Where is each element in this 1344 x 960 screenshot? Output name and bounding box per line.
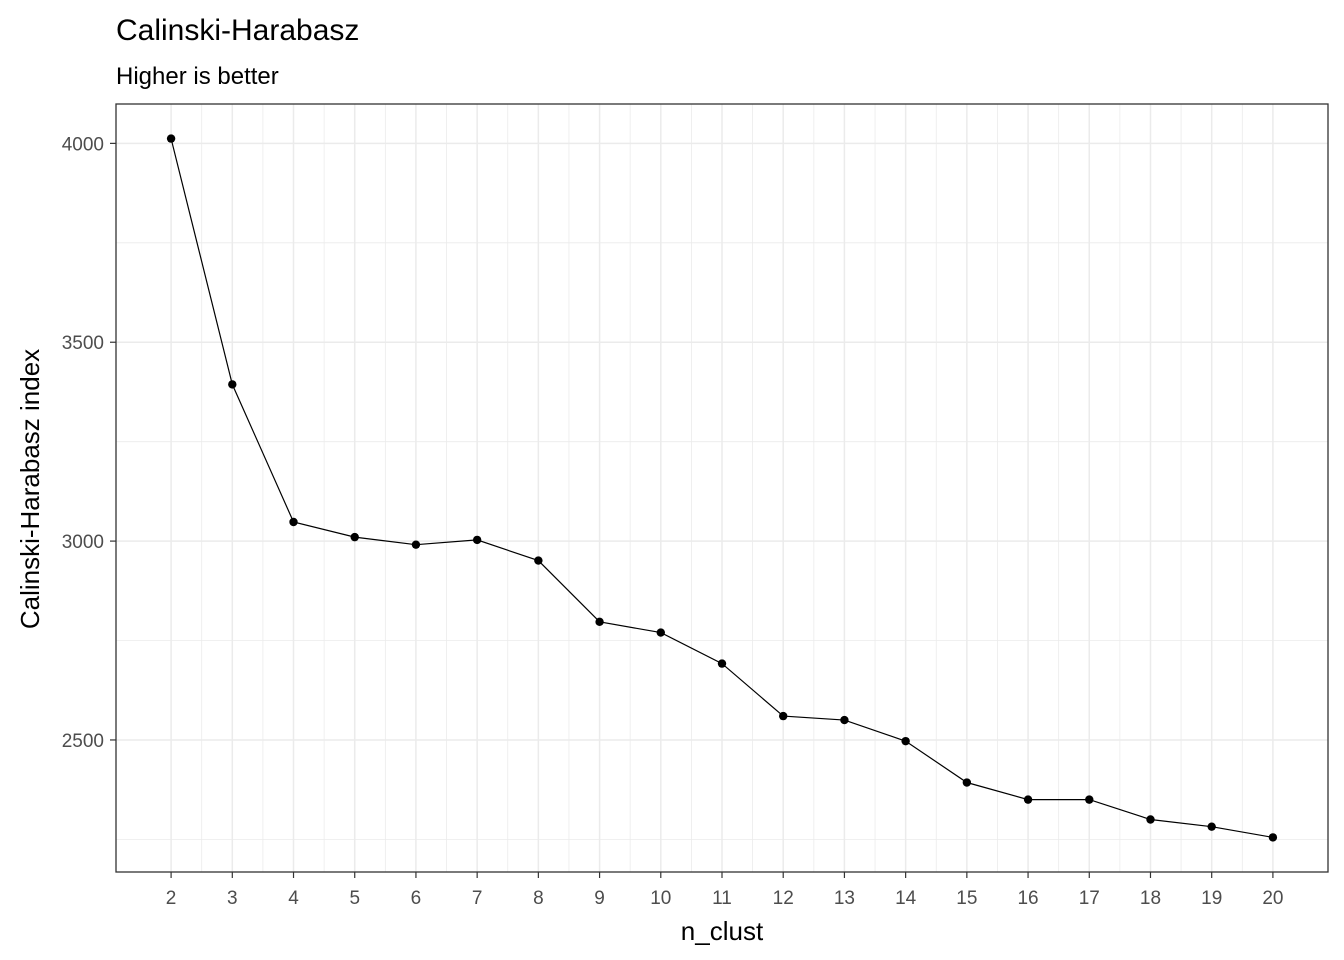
data-point — [717, 659, 727, 668]
x-tick-label: 6 — [411, 888, 422, 909]
x-tick-label: 20 — [1262, 888, 1283, 909]
x-axis-title: n_clust — [681, 916, 764, 946]
x-tick-label: 18 — [1140, 888, 1161, 909]
data-point — [1207, 822, 1216, 831]
x-tick-label: 3 — [227, 888, 238, 909]
data-point — [472, 535, 482, 545]
x-tick-label: 12 — [773, 888, 794, 909]
data-point — [1023, 795, 1033, 804]
data-point — [1085, 795, 1094, 804]
minor-gridlines — [116, 104, 1328, 872]
x-tick-label: 8 — [533, 888, 544, 909]
data-point — [411, 540, 421, 549]
y-tick-label: 2500 — [62, 731, 104, 752]
x-axis: 2 3 4 5 6 7 8 9 10 11 12 13 14 15 16 17 18 19 20 — [166, 872, 1283, 909]
x-tick-label: 17 — [1079, 888, 1100, 909]
series-group — [166, 134, 1278, 842]
x-tick-label: 7 — [472, 888, 483, 909]
x-tick-label: 13 — [834, 888, 855, 909]
data-point — [1146, 815, 1155, 824]
x-tick-label: 14 — [895, 888, 917, 909]
x-tick-label: 16 — [1017, 888, 1038, 909]
x-tick-label: 9 — [594, 888, 605, 909]
y-tick-label: 3500 — [62, 333, 104, 354]
data-point — [289, 517, 298, 527]
chart-subtitle: Higher is better — [116, 63, 279, 90]
y-tick-label: 3000 — [62, 532, 104, 553]
x-tick-label: 19 — [1201, 888, 1222, 909]
data-point — [840, 715, 849, 725]
data-point — [779, 711, 788, 721]
y-tick-label: 4000 — [62, 134, 104, 155]
x-tick-label: 15 — [956, 888, 977, 909]
x-tick-label: 5 — [349, 888, 360, 909]
data-point — [1268, 833, 1278, 842]
data-point — [166, 134, 176, 143]
data-point — [901, 736, 910, 746]
x-tick-label: 4 — [288, 888, 299, 909]
x-tick-label: 2 — [166, 888, 177, 909]
data-point — [595, 617, 604, 627]
data-point — [656, 628, 665, 637]
major-gridlines — [116, 104, 1328, 872]
data-point — [228, 380, 237, 389]
data-point — [962, 778, 972, 787]
y-axis: 2500 3000 3500 4000 — [62, 134, 116, 752]
data-point — [534, 556, 543, 565]
x-tick-label: 11 — [712, 888, 732, 909]
x-tick-label: 10 — [650, 888, 671, 909]
chart-title: Calinski-Harabasz — [116, 14, 359, 47]
y-axis-title: Calinski-Harabasz index — [15, 349, 45, 629]
data-point — [350, 532, 359, 542]
